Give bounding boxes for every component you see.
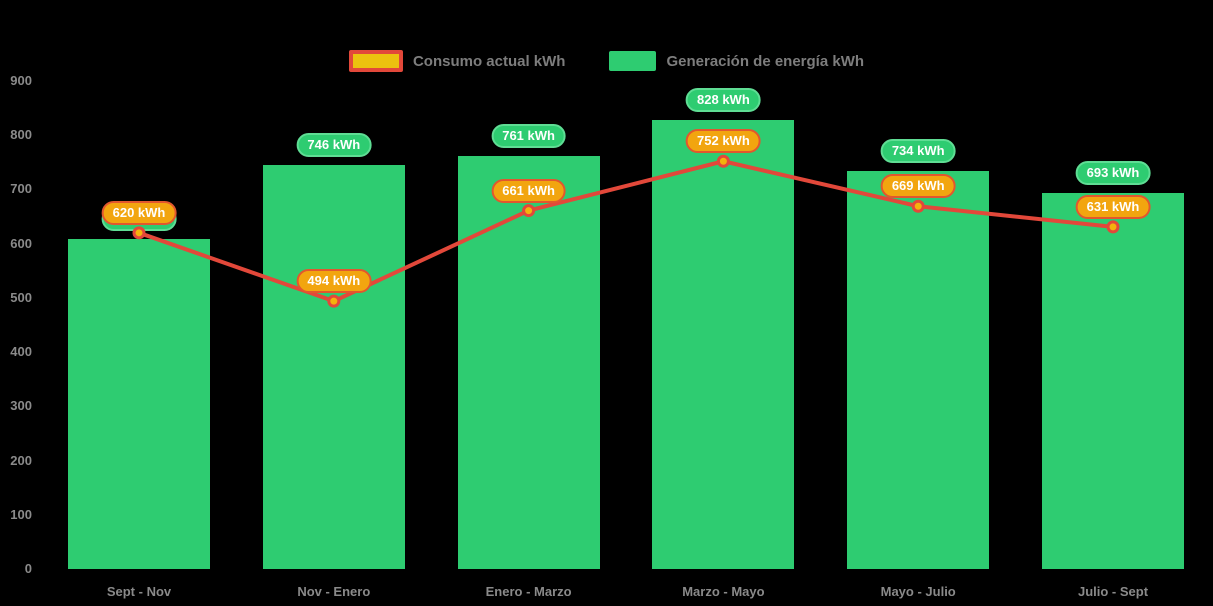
generacion-bar[interactable] [1042, 193, 1184, 569]
consumo-data-point[interactable] [327, 294, 341, 308]
generacion-legend-label: Generación de energía kWh [666, 52, 865, 70]
consumo-value-pill: 661 kWh [491, 178, 566, 203]
y-axis-tick-label: 0 [24, 561, 32, 576]
x-axis-category-label: Marzo - Mayo [682, 584, 765, 599]
x-axis-category-label: Sept - Nov [106, 584, 172, 599]
generacion-bar[interactable] [262, 164, 405, 569]
consumo-data-point[interactable] [716, 154, 730, 168]
y-axis-tick-label: 700 [10, 181, 32, 197]
consumo-legend-swatch-icon [348, 50, 403, 72]
y-axis-tick-label: 100 [10, 506, 32, 522]
consumo-line [138, 159, 1114, 304]
consumo-data-point[interactable] [1106, 220, 1120, 234]
generacion-value-pill: 828 kWh [686, 88, 761, 113]
x-axis-category-label: Mayo - Julio [880, 584, 956, 599]
y-axis-tick-label: 900 [10, 73, 32, 88]
consumo-data-point[interactable] [132, 226, 146, 240]
consumo-data-point[interactable] [522, 204, 536, 218]
generacion-bar[interactable] [457, 156, 600, 569]
generacion-bar[interactable] [652, 120, 795, 569]
x-axis-category-label: Enero - Marzo [485, 584, 572, 599]
generacion-legend-swatch-icon [609, 51, 657, 71]
consumo-value-pill: 752 kWh [686, 129, 761, 154]
x-axis-category-label: Nov - Enero [297, 584, 371, 599]
consumo-value-pill: 669 kWh [880, 174, 956, 199]
generacion-bar[interactable] [68, 239, 210, 569]
generacion-bar[interactable] [847, 171, 990, 569]
generacion-value-pill: 693 kWh [1075, 161, 1151, 186]
consumo-value-pill: 494 kWh [296, 269, 372, 294]
generacion-value-pill: 734 kWh [880, 139, 956, 163]
consumo-legend-label: Consumo actual kWh [412, 52, 566, 70]
legend: Consumo actual kWh Generación de energía… [0, 50, 1213, 72]
legend-item-consumo[interactable]: Consumo actual kWh [348, 50, 566, 72]
generacion-value-pill: 761 kWh [491, 124, 566, 149]
y-axis-tick-label: 800 [10, 127, 32, 143]
y-axis-tick-label: 200 [10, 452, 32, 468]
consumo-data-point[interactable] [911, 199, 925, 213]
y-axis-tick-label: 300 [10, 398, 32, 414]
y-axis-tick-label: 600 [10, 235, 32, 251]
y-axis-tick-label: 500 [10, 289, 32, 305]
x-axis-category-label: Julio - Sept [1077, 584, 1149, 599]
legend-item-generacion[interactable]: Generación de energía kWh [609, 51, 864, 71]
generacion-value-pill: 746 kWh [296, 132, 372, 157]
y-axis-tick-label: 400 [10, 344, 32, 360]
consumo-value-pill: 631 kWh [1075, 194, 1151, 219]
consumo-value-pill: 620 kWh [101, 200, 177, 225]
